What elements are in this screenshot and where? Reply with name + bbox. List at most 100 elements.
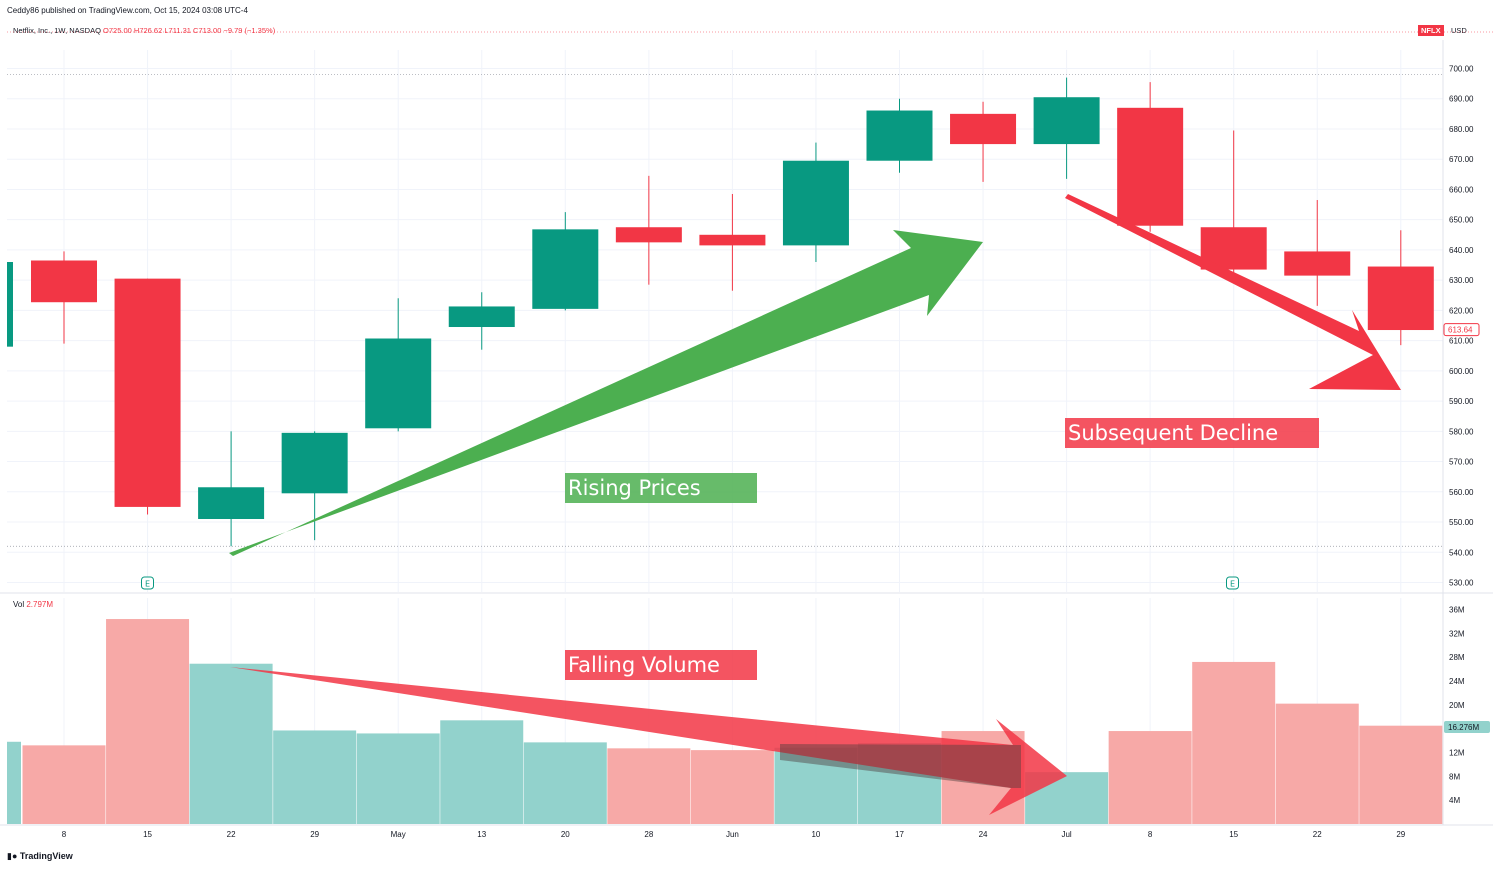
time-tick-label: Jul [1061,830,1071,839]
current-price-badge [1443,323,1480,337]
time-tick-label: 20 [561,830,570,839]
candle-body [448,306,515,328]
price-tick-label: 680.00 [1449,125,1474,134]
ohlc-close: C713.00 [193,26,222,35]
tradingview-logo[interactable]: ▮● TradingView [7,851,73,862]
volume-bar [356,733,440,824]
price-tick-label: 560.00 [1449,488,1474,497]
price-tick-label: 690.00 [1449,95,1474,104]
candle-body [365,338,432,429]
publish-header: Ceddy86 published on TradingView.com, Oc… [7,6,248,15]
price-tick-label: 610.00 [1449,337,1474,346]
time-tick-label: 10 [811,830,820,839]
price-tick-label: 670.00 [1449,155,1474,164]
current-volume-badge [1444,721,1490,734]
price-tick-label: 550.00 [1449,518,1474,527]
volume-legend-value: 2.797M [26,600,54,609]
time-tick-label: 13 [477,830,486,839]
volume-tick-label: 32M [1449,629,1465,638]
volume-tick-label: 28M [1449,653,1465,662]
candle-body [1033,97,1100,145]
time-tick-label: 8 [62,830,67,839]
earnings-marker [141,576,154,590]
tv-logo-icon: ▮● [7,851,18,861]
volume-bar [440,720,524,824]
candle-body [281,432,348,494]
rising-prices-label: Rising Prices [565,473,757,503]
price-tick-label: 700.00 [1449,65,1474,74]
ohlc-high: H726.62 [133,26,163,35]
volume-legend: Vol 2.797M [13,600,53,609]
price-tick-label: 640.00 [1449,246,1474,255]
earnings-marker-label: E [145,580,150,589]
time-tick-label: 22 [227,830,236,839]
time-tick-label: 28 [644,830,653,839]
candle-body [198,487,265,520]
rising-prices-arrow [229,230,983,556]
falling-volume-arrow [230,667,1067,815]
symbol-legend: Netflix, Inc., 1W, NASDAQ O725.00 H726.6… [13,26,275,35]
volume-tick-label: 8M [1449,772,1460,781]
time-tick-label: 22 [1313,830,1322,839]
arrow-overlap-shade [780,744,1021,788]
candle-body [31,260,97,303]
ohlc-open: O725.00 [103,26,132,35]
current-volume-text: 16.276M [1448,723,1479,732]
price-tick-label: 580.00 [1449,427,1474,436]
tv-logo-text: TradingView [19,851,73,861]
volume-bar [523,742,607,824]
volume-legend-label: Vol [13,600,25,609]
volume-bar [22,745,106,824]
ohlc-change: −9.79 (−1.35%) [223,26,276,35]
volume-bar [690,750,774,824]
price-tick-label: 660.00 [1449,185,1474,194]
candle-body [7,262,13,347]
volume-bar [7,741,21,824]
time-tick-label: 24 [979,830,988,839]
candle-body [615,227,682,243]
candle-body [114,278,181,507]
time-tick-label: 15 [1229,830,1238,839]
time-tick-label: 17 [895,830,904,839]
earnings-marker-label: E [1230,580,1235,589]
subsequent-decline-label: Subsequent Decline [1065,418,1319,448]
price-tick-label: 530.00 [1449,579,1474,588]
falling-volume-label: Falling Volume [565,650,757,680]
candle-body [1117,107,1184,226]
volume-bar [607,748,691,824]
price-tick-label: 540.00 [1449,548,1474,557]
current-price-text: 613.64 [1448,326,1473,335]
ticker-badge: NFLX [1418,25,1444,36]
candle-body [782,160,849,246]
volume-bar [189,663,273,824]
price-tick-label: 570.00 [1449,458,1474,467]
volume-tick-label: 12M [1449,749,1465,758]
time-tick-label: 29 [310,830,319,839]
volume-tick-label: 36M [1449,606,1465,615]
candle-body [1367,266,1434,331]
volume-tick-label: 24M [1449,677,1465,686]
currency-label[interactable]: USD [1451,26,1467,35]
symbol-label: Netflix, Inc., 1W, NASDAQ [13,26,101,35]
time-tick-label: 8 [1148,830,1153,839]
volume-tick-label: 20M [1449,701,1465,710]
candle-body [950,113,1017,145]
volume-bar [1108,731,1192,824]
time-tick-label: May [391,830,406,839]
volume-tick-label: 4M [1449,796,1460,805]
candle-body [866,110,933,161]
candle-body [699,234,766,246]
candle-body [1284,251,1351,276]
volume-bar [273,730,357,824]
volume-bar [1192,661,1276,824]
price-tick-label: 630.00 [1449,276,1474,285]
time-tick-label: Jun [726,830,739,839]
candle-body [532,229,599,309]
time-tick-label: 15 [143,830,152,839]
price-tick-label: 590.00 [1449,397,1474,406]
time-tick-label: 29 [1396,830,1405,839]
price-tick-label: 620.00 [1449,306,1474,315]
volume-bar [1275,703,1359,824]
ohlc-low: L711.31 [164,26,191,35]
